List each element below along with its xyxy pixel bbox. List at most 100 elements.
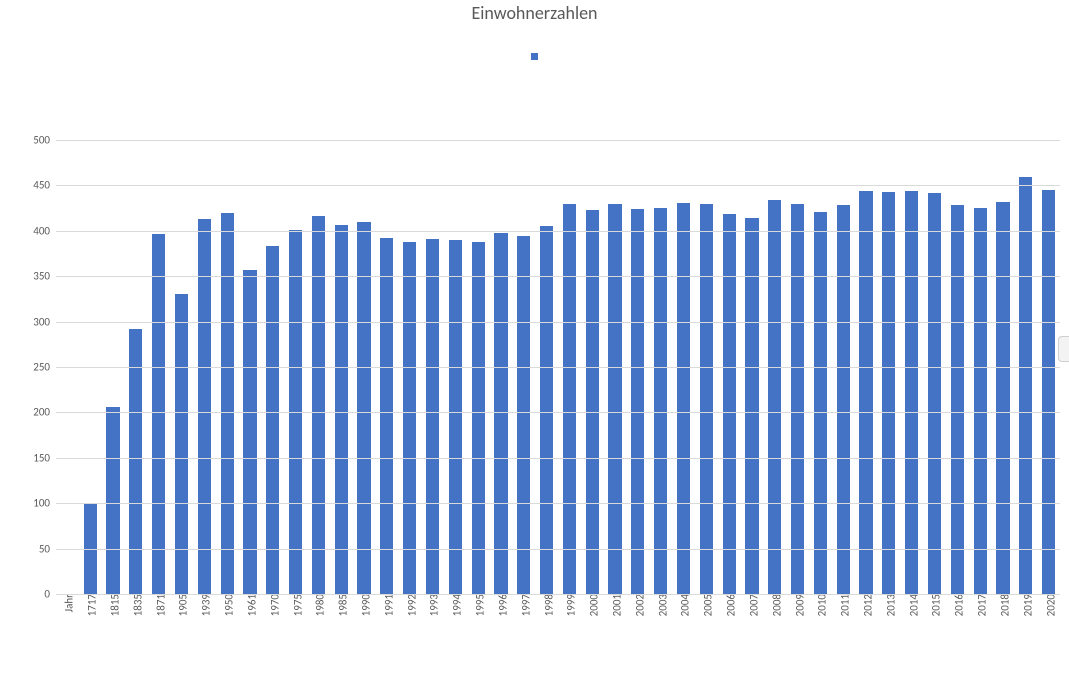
- bar: [928, 193, 941, 594]
- x-tick-label: 2014: [903, 594, 920, 616]
- bar: [152, 234, 165, 594]
- bar: [723, 214, 736, 594]
- x-tick-label: 2019: [1017, 594, 1034, 616]
- bar: [951, 205, 964, 594]
- x-tick-label: 1961: [241, 594, 258, 616]
- x-tick-label: 2020: [1040, 594, 1057, 616]
- bar: [335, 225, 348, 594]
- y-tick-label: 300: [33, 315, 56, 328]
- gridline: [56, 458, 1060, 459]
- y-tick-label: 500: [33, 134, 56, 147]
- y-tick-label: 350: [33, 270, 56, 283]
- x-tick-label: 1995: [470, 594, 487, 616]
- bar: [905, 191, 918, 594]
- right-handle-icon: [1058, 336, 1069, 362]
- x-tick-label: 2002: [629, 594, 646, 616]
- bar: [449, 240, 462, 594]
- bar: [106, 407, 119, 594]
- gridline: [56, 367, 1060, 368]
- bar: [745, 218, 758, 594]
- gridline: [56, 594, 1060, 595]
- bar: [768, 200, 781, 594]
- x-tick-label: 1871: [150, 594, 167, 616]
- x-tick-label: 1905: [173, 594, 190, 616]
- chart-container: Einwohnerzahlen Jahr17171815183518711905…: [0, 0, 1069, 688]
- x-tick-label: 1997: [515, 594, 532, 616]
- x-tick-label: 2003: [652, 594, 669, 616]
- bar: [700, 204, 713, 594]
- plot-area: Jahr171718151835187119051939195019611970…: [56, 140, 1060, 594]
- bar: [563, 204, 576, 594]
- x-tick-label: Jahr: [59, 594, 76, 612]
- gridline: [56, 412, 1060, 413]
- x-tick-label: 2016: [949, 594, 966, 616]
- y-tick-label: 450: [33, 179, 56, 192]
- bar: [426, 239, 439, 594]
- x-tick-label: 2013: [880, 594, 897, 616]
- gridline: [56, 231, 1060, 232]
- bar: [814, 212, 827, 594]
- bar: [654, 208, 667, 594]
- x-tick-label: 2010: [812, 594, 829, 616]
- gridline: [56, 276, 1060, 277]
- bar: [1042, 190, 1055, 594]
- x-tick-label: 1717: [82, 594, 99, 616]
- legend-marker-icon: [531, 53, 538, 60]
- x-tick-label: 1996: [492, 594, 509, 616]
- bar: [403, 242, 416, 594]
- x-tick-label: 1993: [424, 594, 441, 616]
- bar: [357, 222, 370, 594]
- x-tick-label: 2006: [721, 594, 738, 616]
- bar: [243, 270, 256, 594]
- x-tick-label: 1998: [538, 594, 555, 616]
- gridline: [56, 503, 1060, 504]
- bar: [791, 204, 804, 594]
- x-tick-label: 1835: [127, 594, 144, 616]
- bar: [974, 208, 987, 594]
- bar: [677, 203, 690, 594]
- x-tick-label: 1980: [310, 594, 327, 616]
- x-tick-label: 1992: [401, 594, 418, 616]
- x-tick-label: 1991: [378, 594, 395, 616]
- y-tick-label: 150: [33, 451, 56, 464]
- x-tick-label: 1994: [447, 594, 464, 616]
- x-tick-label: 1999: [561, 594, 578, 616]
- x-tick-label: 2009: [789, 594, 806, 616]
- chart-title: Einwohnerzahlen: [0, 2, 1069, 24]
- x-tick-label: 2017: [972, 594, 989, 616]
- bar: [608, 204, 621, 594]
- y-tick-label: 250: [33, 361, 56, 374]
- chart-legend: [0, 46, 1069, 65]
- bar: [1019, 177, 1032, 594]
- y-tick-label: 0: [44, 588, 56, 601]
- bar: [380, 238, 393, 594]
- x-tick-label: 2012: [858, 594, 875, 616]
- gridline: [56, 549, 1060, 550]
- bar: [631, 209, 644, 594]
- x-tick-label: 2005: [698, 594, 715, 616]
- bar: [266, 246, 279, 594]
- bar: [996, 202, 1009, 594]
- x-tick-label: 2011: [835, 594, 852, 616]
- x-tick-label: 2018: [994, 594, 1011, 616]
- gridline: [56, 140, 1060, 141]
- x-tick-label: 1990: [356, 594, 373, 616]
- x-tick-label: 2015: [926, 594, 943, 616]
- x-tick-label: 1815: [105, 594, 122, 616]
- x-tick-label: 1985: [333, 594, 350, 616]
- y-tick-label: 100: [33, 497, 56, 510]
- bar: [221, 213, 234, 594]
- x-tick-label: 1975: [287, 594, 304, 616]
- x-tick-label: 2001: [607, 594, 624, 616]
- y-tick-label: 200: [33, 406, 56, 419]
- bar: [312, 216, 325, 594]
- bar: [129, 329, 142, 594]
- x-tick-label: 1970: [264, 594, 281, 616]
- bar: [517, 236, 530, 594]
- bar: [837, 205, 850, 594]
- x-tick-label: 2000: [584, 594, 601, 616]
- gridline: [56, 185, 1060, 186]
- x-tick-label: 2004: [675, 594, 692, 616]
- x-tick-label: 2007: [743, 594, 760, 616]
- bar: [540, 226, 553, 594]
